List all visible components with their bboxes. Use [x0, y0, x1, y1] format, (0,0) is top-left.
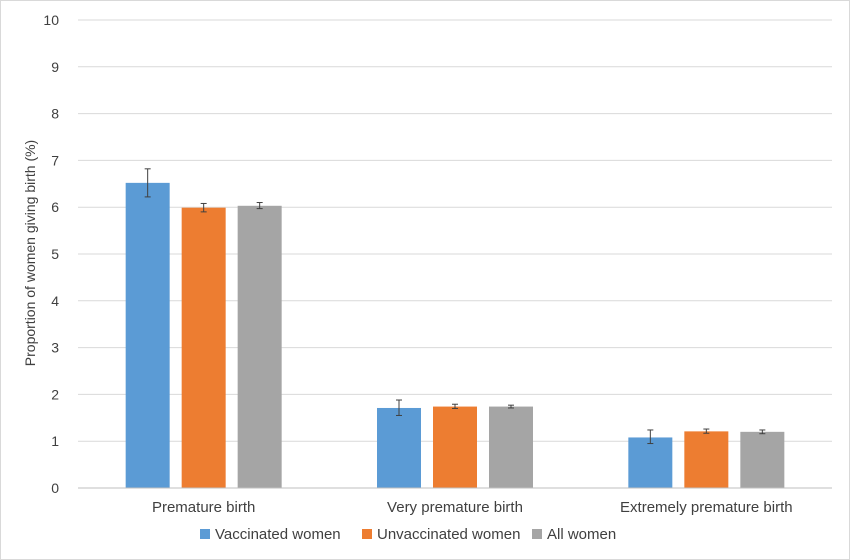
y-tick-label: 10 — [43, 12, 59, 28]
bar-vaccinated-women — [377, 407, 421, 488]
error-bars — [144, 168, 766, 445]
legend-swatch — [362, 529, 372, 539]
legend-label: Vaccinated women — [215, 526, 341, 543]
error-bar — [396, 399, 402, 416]
error-bar — [200, 202, 207, 213]
bar-vaccinated-women — [628, 437, 673, 488]
y-tick-label: 2 — [51, 386, 59, 402]
legend-label: All women — [547, 526, 616, 543]
y-tick-label: 7 — [51, 152, 59, 168]
legend: Vaccinated women Unvaccinated women All wo… — [200, 526, 616, 543]
bar-all-women — [489, 406, 533, 488]
y-axis-label: Proportion of women giving birth (%) — [22, 140, 38, 366]
bars — [125, 182, 785, 488]
x-category-label: Extremely premature birth — [620, 499, 793, 516]
error-bar — [144, 168, 151, 198]
legend-swatch — [200, 529, 210, 539]
bar-all-women — [237, 205, 282, 488]
error-bar — [508, 404, 514, 409]
bar-all-women — [740, 431, 785, 488]
error-bar — [647, 429, 654, 445]
legend-label: Unvaccinated women — [377, 526, 520, 543]
x-category-label: Very premature birth — [387, 499, 523, 516]
bar-unvaccinated-women — [684, 431, 729, 488]
y-tick-label: 8 — [51, 106, 59, 122]
error-bar — [759, 429, 766, 435]
y-tick-label: 3 — [51, 340, 59, 356]
error-bar — [452, 403, 458, 409]
y-tick-label: 4 — [51, 293, 59, 309]
y-tick-label: 1 — [51, 433, 59, 449]
bar-unvaccinated-women — [433, 406, 477, 488]
y-axis-ticks: 0 1 2 3 4 5 6 7 8 9 10 — [43, 12, 59, 496]
y-tick-label: 5 — [51, 246, 59, 262]
error-bar — [256, 202, 263, 210]
legend-item: All women — [532, 526, 616, 543]
y-tick-label: 9 — [51, 59, 59, 75]
y-tick-label: 0 — [51, 480, 59, 496]
x-axis-categories: Premature birth Very premature birth Extre… — [152, 499, 793, 516]
bar-unvaccinated-women — [181, 207, 226, 488]
legend-item: Vaccinated women — [200, 526, 341, 543]
bar-vaccinated-women — [125, 182, 170, 488]
y-tick-label: 6 — [51, 199, 59, 215]
legend-item: Unvaccinated women — [362, 526, 520, 543]
x-category-label: Premature birth — [152, 499, 255, 516]
legend-swatch — [532, 529, 542, 539]
error-bar — [703, 428, 710, 434]
